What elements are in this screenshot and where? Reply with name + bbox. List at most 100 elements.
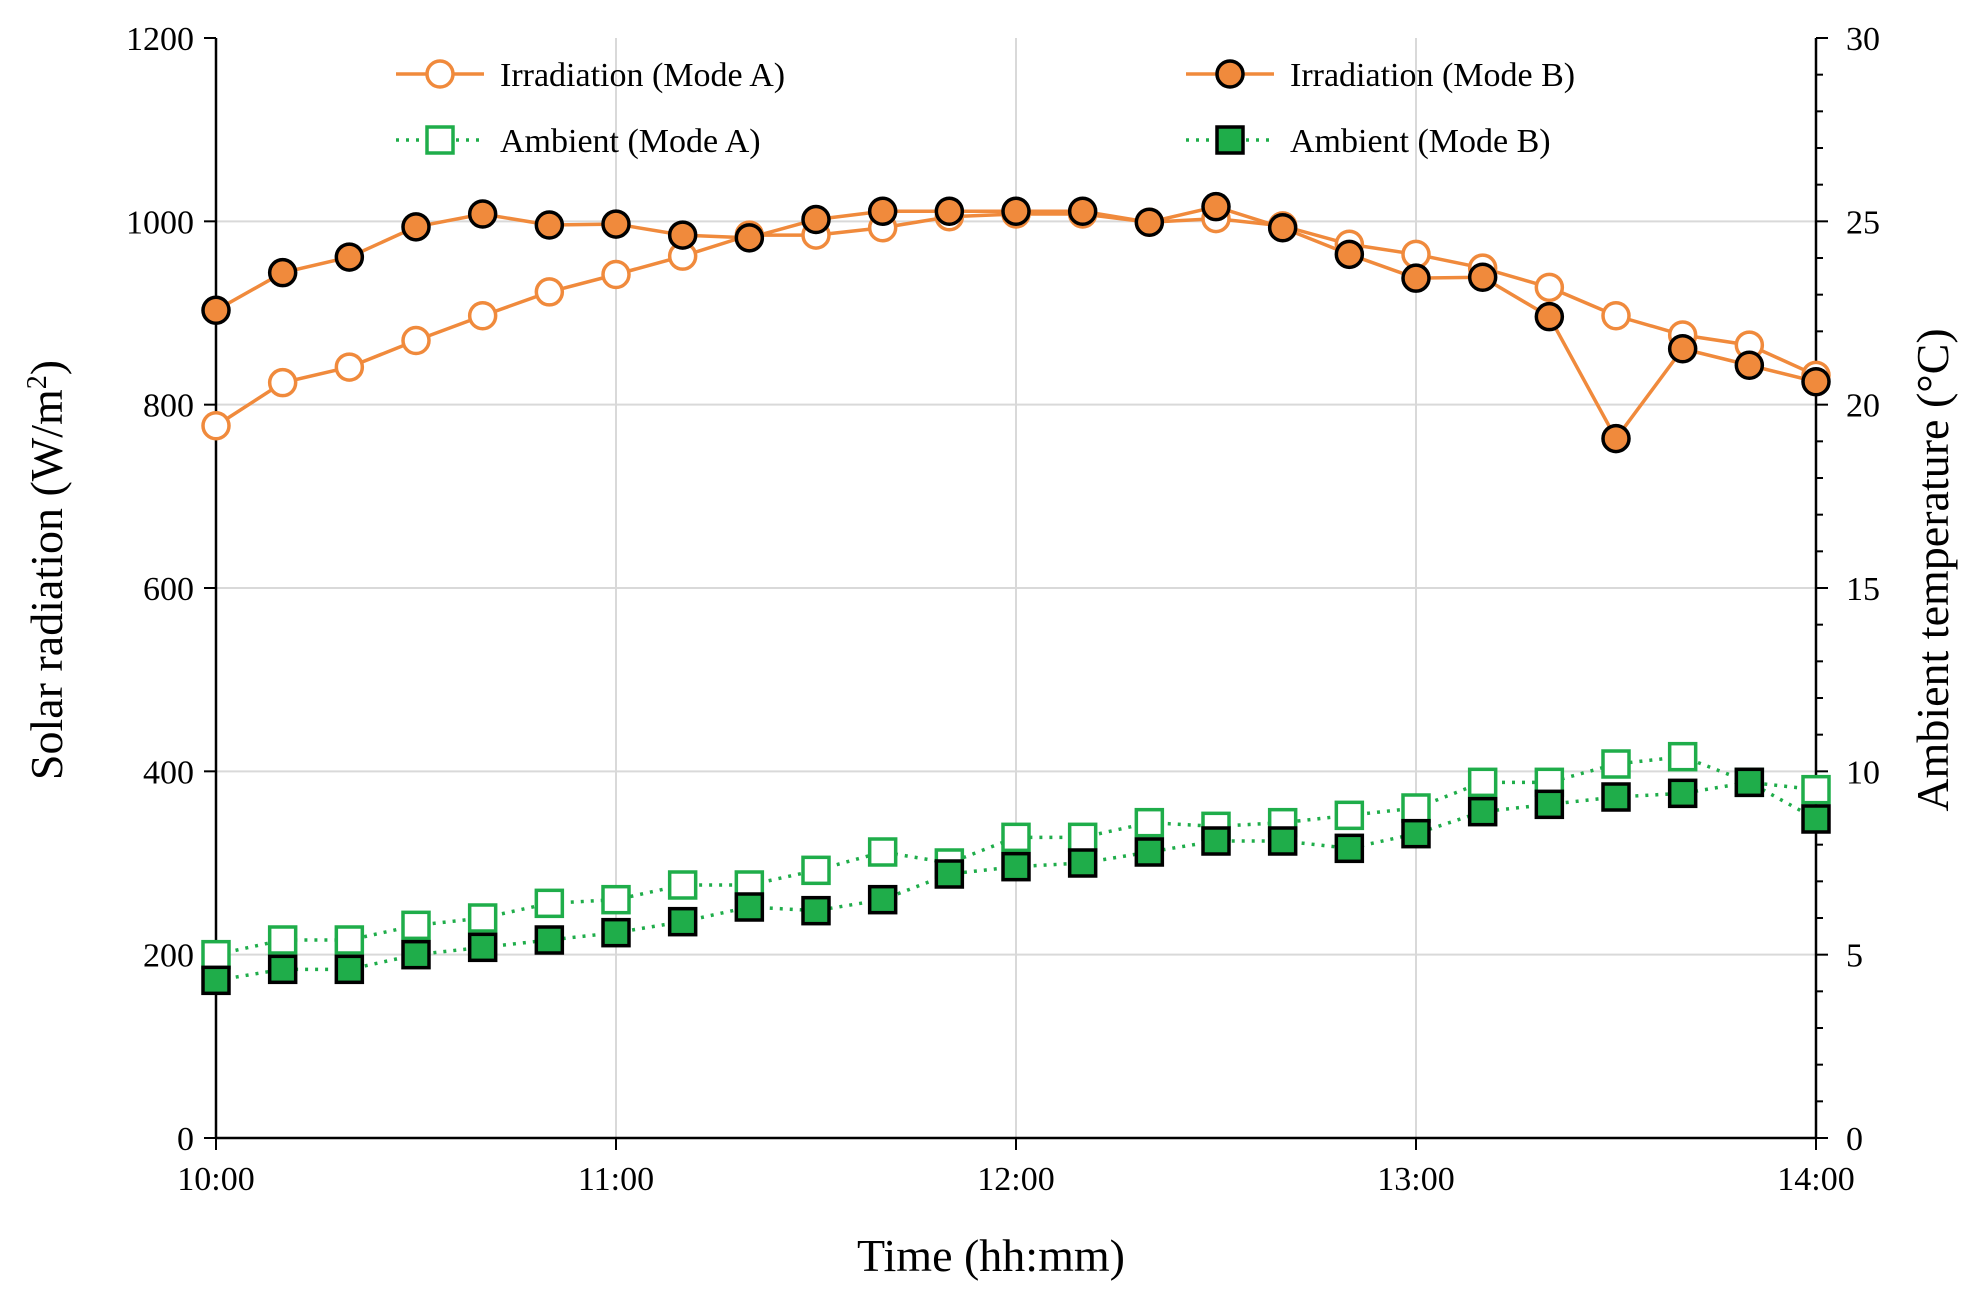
data-point-series-4 [601,917,631,948]
data-point-series-2 [267,257,298,288]
data-point-series-1 [467,301,498,331]
y2-tick-label: 5 [1846,938,1863,975]
data-point-series-1 [267,367,298,398]
data-point-series-4 [1201,826,1231,856]
legend-label: Ambient (Mode A) [500,123,761,160]
data-point-series-2 [1601,423,1631,454]
y2-tick-label: 0 [1846,1121,1863,1158]
legend-item: Ambient (Mode B) [1186,123,1551,160]
legend-marker [1215,125,1245,155]
data-point-series-4 [1534,789,1565,820]
data-point-series-4 [867,884,898,915]
data-point-series-4 [334,954,365,985]
legend-marker [425,59,455,89]
y-tick-label: 800 [143,388,194,425]
data-point-series-1 [1534,272,1565,303]
data-point-series-3 [267,925,298,955]
data-point-series-2 [801,204,831,235]
data-point-series-2 [1134,207,1165,237]
data-point-series-4 [1734,767,1765,798]
data-point-series-3 [467,903,498,933]
data-point-series-3 [1134,807,1165,838]
data-point-series-3 [401,910,431,941]
data-point-series-4 [734,892,765,922]
data-point-series-2 [734,223,765,253]
data-point-series-3 [1667,741,1698,772]
y-axis-title: Solar radiation (W/m2) [21,360,72,780]
data-point-series-4 [1667,778,1698,809]
y-tick-label: 1000 [126,204,194,241]
data-point-series-4 [934,859,965,889]
data-point-series-2 [1001,196,1031,226]
data-point-series-4 [1334,833,1365,864]
y2-axis-title: Ambient temperature (°C) [1907,328,1958,811]
legend-label: Ambient (Mode B) [1290,123,1551,160]
data-point-series-4 [267,954,298,985]
legend-item: Ambient (Mode A) [396,123,761,160]
data-point-series-3 [334,925,365,955]
data-point-series-4 [1267,826,1298,856]
data-point-series-2 [401,212,431,242]
legend-marker [425,125,455,155]
data-point-series-1 [534,277,565,307]
data-point-series-4 [467,932,498,963]
data-point-series-4 [1001,851,1031,882]
series [201,191,1831,996]
y2-tick-label: 30 [1846,21,1880,58]
legend-item: Irradiation (Mode B) [1186,57,1575,94]
data-point-series-4 [667,906,698,937]
data-point-series-2 [1534,301,1565,332]
data-point-series-4 [1401,818,1431,849]
data-point-series-2 [934,196,965,226]
x-tick-label: 12:00 [977,1161,1054,1198]
x-tick-label: 11:00 [578,1161,654,1198]
y-axis-title-main: Solar radiation (W/m [21,389,72,780]
data-point-series-2 [467,199,498,229]
data-point-series-4 [1067,848,1098,878]
data-point-series-2 [1201,191,1231,222]
data-point-series-3 [667,870,698,900]
data-point-series-2 [601,209,631,239]
data-point-series-2 [1334,239,1365,270]
data-point-series-4 [1601,782,1631,812]
data-point-series-3 [801,855,831,886]
data-point-series-2 [1734,350,1765,380]
data-point-series-2 [1467,262,1498,292]
data-point-series-1 [401,325,431,356]
data-point-series-4 [1801,804,1831,834]
data-point-series-2 [867,196,898,226]
data-point-series-3 [1401,793,1431,823]
data-point-series-1 [1601,301,1631,331]
legend-label: Irradiation (Mode B) [1290,57,1575,94]
data-point-series-2 [1267,213,1298,243]
data-point-series-3 [1001,822,1031,853]
y-tick-label: 1200 [126,21,194,58]
data-point-series-3 [601,884,631,915]
y-axis-title-superscript: 2 [22,375,53,389]
x-tick-label: 13:00 [1377,1161,1454,1198]
data-point-series-2 [201,295,231,325]
y2-tick-label: 15 [1846,571,1880,608]
data-point-series-3 [201,939,231,970]
data-point-series-3 [1467,767,1498,798]
y2-tick-label: 10 [1846,754,1880,791]
axes: 0 200 400 600 800 1000 1200 0 5 10 15 20 25 30 10:00 11… [126,21,1880,1198]
data-point-series-4 [534,925,565,955]
data-point-series-3 [534,888,565,919]
legend-label: Irradiation (Mode A) [500,57,785,94]
y-tick-label: 200 [143,938,194,975]
data-point-series-1 [201,411,231,441]
data-point-series-4 [1467,796,1498,827]
data-point-series-2 [334,242,365,272]
y-tick-label: 400 [143,754,194,791]
data-point-series-3 [1334,800,1365,831]
data-point-series-2 [1801,367,1831,397]
data-point-series-4 [201,965,231,996]
y2-tick-label: 20 [1846,388,1880,425]
data-point-series-3 [1067,822,1098,853]
data-point-series-3 [1801,774,1831,805]
data-point-series-4 [1134,837,1165,867]
data-point-series-2 [1401,263,1431,293]
data-point-series-2 [534,210,565,240]
